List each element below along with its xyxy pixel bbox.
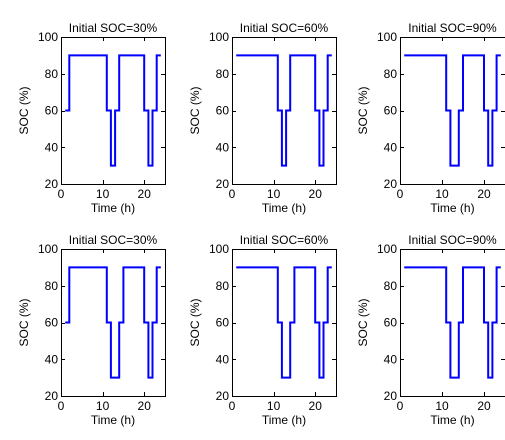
x-tick-label: 0 — [229, 187, 236, 201]
y-axis-label: SOC (%) — [17, 298, 31, 346]
y-tick-label: 20 — [384, 389, 398, 403]
subplot-title: Initial SOC=90% — [408, 21, 497, 35]
x-axis-label: Time (h) — [262, 201, 306, 215]
y-tick-label: 100 — [377, 242, 397, 256]
x-tick-label: 20 — [309, 187, 323, 201]
x-tick-label: 0 — [58, 187, 65, 201]
x-axis-label: Time (h) — [91, 201, 135, 215]
y-tick-label: 80 — [384, 67, 398, 81]
x-tick-label: 10 — [267, 187, 281, 201]
y-tick-label: 40 — [45, 352, 59, 366]
y-tick-label: 100 — [209, 30, 229, 44]
y-tick-label: 100 — [209, 242, 229, 256]
axes-frame — [62, 250, 166, 397]
subplot-4: 20 40 60 80 100 0 10 20 Initial SOC=30% Time (h) S… — [17, 233, 166, 427]
y-tick-label: 80 — [384, 279, 398, 293]
soc-series-line — [236, 267, 332, 377]
y-tick-label: 60 — [384, 104, 398, 118]
x-tick-label: 20 — [477, 187, 491, 201]
x-tick-label: 10 — [435, 187, 449, 201]
y-axis-label: SOC (%) — [188, 298, 202, 346]
axes-frame — [401, 38, 505, 185]
subplot-title: Initial SOC=90% — [408, 233, 497, 247]
x-tick-label: 0 — [229, 399, 236, 413]
x-tick-label: 20 — [138, 399, 152, 413]
y-axis-label: SOC (%) — [356, 86, 370, 134]
x-axis-label: Time (h) — [430, 413, 474, 427]
x-tick-label: 10 — [435, 399, 449, 413]
x-axis-label: Time (h) — [430, 201, 474, 215]
soc-series-line — [404, 55, 501, 165]
x-tick-label: 0 — [397, 187, 404, 201]
y-tick-label: 20 — [45, 177, 59, 191]
subplot-title: Initial SOC=60% — [240, 233, 329, 247]
y-tick-label: 100 — [38, 242, 58, 256]
y-tick-label: 20 — [216, 177, 230, 191]
y-tick-label: 80 — [45, 279, 59, 293]
x-tick-label: 0 — [58, 399, 65, 413]
x-tick-label: 20 — [309, 399, 323, 413]
y-axis-label: SOC (%) — [356, 298, 370, 346]
subplot-title: Initial SOC=60% — [240, 21, 329, 35]
y-tick-label: 60 — [216, 316, 230, 330]
y-tick-label: 80 — [216, 67, 230, 81]
axes-frame — [233, 250, 337, 397]
y-axis-label: SOC (%) — [188, 86, 202, 134]
y-tick-label: 60 — [45, 104, 59, 118]
subplot-5: 20 40 60 80 100 0 10 20 Initial SOC=60% Time (h) S… — [188, 233, 337, 427]
x-tick-label: 0 — [397, 399, 404, 413]
soc-series-line — [404, 267, 501, 377]
subplot-3: 20 40 60 80 100 0 10 20 Initial SOC=90% Time (h) S… — [356, 21, 505, 215]
y-tick-label: 60 — [384, 316, 398, 330]
x-tick-label: 10 — [96, 187, 110, 201]
axes-frame — [62, 38, 166, 185]
y-tick-label: 40 — [384, 140, 398, 154]
y-tick-label: 40 — [45, 140, 59, 154]
y-tick-label: 40 — [384, 352, 398, 366]
subplot-2: 20 40 60 80 100 0 10 20 Initial SOC=60% Time (h) S… — [188, 21, 337, 215]
x-axis-label: Time (h) — [262, 413, 306, 427]
y-tick-label: 60 — [216, 104, 230, 118]
soc-series-line — [65, 55, 161, 165]
subplot-title: Initial SOC=30% — [69, 21, 158, 35]
x-tick-label: 20 — [138, 187, 152, 201]
y-tick-label: 40 — [216, 140, 230, 154]
subplot-1: 20 40 60 80 100 0 10 20 Initial SOC=30% Time (h) S… — [17, 21, 166, 215]
soc-series-line — [236, 55, 332, 165]
y-tick-label: 60 — [45, 316, 59, 330]
y-tick-label: 100 — [38, 30, 58, 44]
y-tick-label: 40 — [216, 352, 230, 366]
y-axis-label: SOC (%) — [17, 86, 31, 134]
subplot-6: 20 40 60 80 100 0 10 20 Initial SOC=90% Time (h) S… — [356, 233, 505, 427]
soc-series-line — [65, 267, 161, 377]
x-tick-label: 10 — [96, 399, 110, 413]
x-tick-label: 20 — [477, 399, 491, 413]
subplot-title: Initial SOC=30% — [69, 233, 158, 247]
x-axis-label: Time (h) — [91, 413, 135, 427]
axes-frame — [401, 250, 505, 397]
y-tick-label: 100 — [377, 30, 397, 44]
y-tick-label: 20 — [384, 177, 398, 191]
axes-frame — [233, 38, 337, 185]
x-tick-label: 10 — [267, 399, 281, 413]
y-tick-label: 80 — [45, 67, 59, 81]
y-tick-label: 20 — [216, 389, 230, 403]
y-tick-label: 80 — [216, 279, 230, 293]
y-tick-label: 20 — [45, 389, 59, 403]
